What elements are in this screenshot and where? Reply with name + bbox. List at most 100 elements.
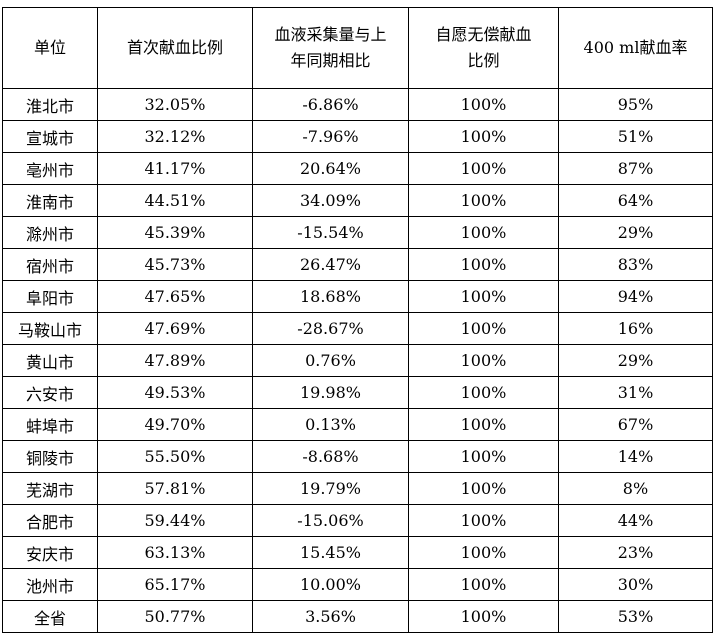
header-collection-vs-last-year: 血液采集量与上 年同期相比 [252,7,409,89]
first-donation-ratio-cell: 57.81% [97,472,253,505]
voluntary-ratio-cell: 100% [408,408,559,441]
voluntary-ratio-cell: 100% [408,152,559,185]
header-voluntary-ratio: 自愿无偿献血 比例 [408,7,559,89]
collection-change-cell: 19.79% [252,472,409,505]
voluntary-ratio-cell: 100% [408,280,559,313]
table-row: 宿州市 45.73% 26.47% 100% 83% [2,248,713,281]
collection-change-cell: -15.06% [252,504,409,537]
collection-change-cell: 19.98% [252,376,409,409]
collection-change-cell: 10.00% [252,568,409,601]
header-collection-vs-last-year-line1: 血液采集量与上 [274,25,387,44]
first-donation-ratio-cell: 32.05% [97,88,253,121]
header-first-donation-ratio: 首次献血比例 [97,7,253,89]
collection-change-cell: -28.67% [252,312,409,345]
header-400ml-rate: 400 ml献血率 [558,7,713,89]
header-unit-text: 单位 [33,38,66,57]
unit-cell: 亳州市 [2,152,98,185]
rate-400ml-cell: 29% [558,344,713,377]
unit-cell: 安庆市 [2,536,98,569]
voluntary-ratio-cell: 100% [408,376,559,409]
rate-400ml-cell: 8% [558,472,713,505]
table-row: 合肥市 59.44% -15.06% 100% 44% [2,504,713,537]
first-donation-ratio-cell: 50.77% [97,600,253,633]
first-donation-ratio-cell: 32.12% [97,120,253,153]
rate-400ml-cell: 83% [558,248,713,281]
header-row: 单位 首次献血比例 血液采集量与上 年同期相比 自愿无偿献血 比例 400 ml… [2,7,713,89]
unit-cell: 蚌埠市 [2,408,98,441]
first-donation-ratio-cell: 47.65% [97,280,253,313]
first-donation-ratio-cell: 49.53% [97,376,253,409]
blood-donation-table: 单位 首次献血比例 血液采集量与上 年同期相比 自愿无偿献血 比例 400 ml… [2,7,713,633]
first-donation-ratio-cell: 59.44% [97,504,253,537]
voluntary-ratio-cell: 100% [408,184,559,217]
rate-400ml-cell: 67% [558,408,713,441]
collection-change-cell: 0.13% [252,408,409,441]
unit-cell: 六安市 [2,376,98,409]
header-voluntary-ratio-line2: 比例 [467,51,500,70]
collection-change-cell: -15.54% [252,216,409,249]
collection-change-cell: 3.56% [252,600,409,633]
unit-cell: 合肥市 [2,504,98,537]
unit-cell: 淮北市 [2,88,98,121]
header-collection-vs-last-year-line2: 年同期相比 [290,51,371,70]
table-row: 亳州市 41.17% 20.64% 100% 87% [2,152,713,185]
rate-400ml-cell: 23% [558,536,713,569]
first-donation-ratio-cell: 55.50% [97,440,253,473]
header-unit: 单位 [2,7,98,89]
table-row: 宣城市 32.12% -7.96% 100% 51% [2,120,713,153]
rate-400ml-cell: 16% [558,312,713,345]
first-donation-ratio-cell: 47.89% [97,344,253,377]
collection-change-cell: -6.86% [252,88,409,121]
table-row: 阜阳市 47.65% 18.68% 100% 94% [2,280,713,313]
table-row: 黄山市 47.89% 0.76% 100% 29% [2,344,713,377]
unit-cell: 宿州市 [2,248,98,281]
collection-change-cell: 18.68% [252,280,409,313]
voluntary-ratio-cell: 100% [408,568,559,601]
unit-cell: 铜陵市 [2,440,98,473]
collection-change-cell: -7.96% [252,120,409,153]
collection-change-cell: 15.45% [252,536,409,569]
voluntary-ratio-cell: 100% [408,344,559,377]
voluntary-ratio-cell: 100% [408,472,559,505]
unit-cell: 芜湖市 [2,472,98,505]
voluntary-ratio-cell: 100% [408,504,559,537]
table-row: 六安市 49.53% 19.98% 100% 31% [2,376,713,409]
table-row: 安庆市 63.13% 15.45% 100% 23% [2,536,713,569]
collection-change-cell: 34.09% [252,184,409,217]
voluntary-ratio-cell: 100% [408,536,559,569]
first-donation-ratio-cell: 65.17% [97,568,253,601]
unit-cell: 黄山市 [2,344,98,377]
rate-400ml-cell: 94% [558,280,713,313]
unit-cell: 池州市 [2,568,98,601]
first-donation-ratio-cell: 45.73% [97,248,253,281]
rate-400ml-cell: 29% [558,216,713,249]
unit-cell: 淮南市 [2,184,98,217]
voluntary-ratio-cell: 100% [408,600,559,633]
first-donation-ratio-cell: 41.17% [97,152,253,185]
voluntary-ratio-cell: 100% [408,248,559,281]
rate-400ml-cell: 95% [558,88,713,121]
first-donation-ratio-cell: 49.70% [97,408,253,441]
first-donation-ratio-cell: 44.51% [97,184,253,217]
table-row: 滁州市 45.39% -15.54% 100% 29% [2,216,713,249]
voluntary-ratio-cell: 100% [408,120,559,153]
collection-change-cell: -8.68% [252,440,409,473]
voluntary-ratio-cell: 100% [408,312,559,345]
unit-cell: 阜阳市 [2,280,98,313]
rate-400ml-cell: 51% [558,120,713,153]
rate-400ml-cell: 30% [558,568,713,601]
collection-change-cell: 20.64% [252,152,409,185]
header-first-donation-ratio-text: 首次献血比例 [126,38,223,57]
collection-change-cell: 26.47% [252,248,409,281]
table-row: 池州市 65.17% 10.00% 100% 30% [2,568,713,601]
first-donation-ratio-cell: 45.39% [97,216,253,249]
voluntary-ratio-cell: 100% [408,88,559,121]
rate-400ml-cell: 53% [558,600,713,633]
table-container: 单位 首次献血比例 血液采集量与上 年同期相比 自愿无偿献血 比例 400 ml… [2,7,713,633]
table-body: 淮北市 32.05% -6.86% 100% 95% 宣城市 32.12% -7.96% 100… [2,88,713,633]
table-row: 芜湖市 57.81% 19.79% 100% 8% [2,472,713,505]
table-row: 蚌埠市 49.70% 0.13% 100% 67% [2,408,713,441]
table-row: 铜陵市 55.50% -8.68% 100% 14% [2,440,713,473]
unit-cell: 马鞍山市 [2,312,98,345]
header-400ml-rate-text: 400 ml献血率 [583,38,688,57]
